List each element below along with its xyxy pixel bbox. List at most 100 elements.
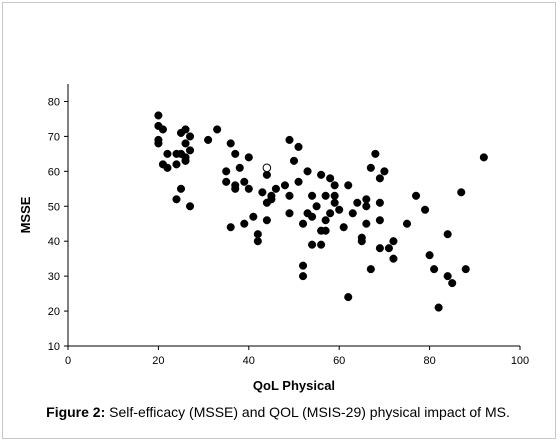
data-point [235,163,244,172]
x-tick-label: 40 [243,355,255,367]
y-axis: 10 20 30 40 50 60 70 80 MSSE [18,84,69,353]
figure-caption: Figure 2: Self-efficacy (MSSE) and QOL (… [0,404,556,420]
data-point [366,163,375,172]
data-point [249,212,258,221]
data-point-open [262,163,272,173]
data-point [244,153,253,162]
data-point [375,198,384,207]
data-point [204,135,213,144]
caption-label: Figure 2: [46,404,106,420]
y-tick-label: 30 [48,271,60,283]
data-point [294,142,303,151]
data-point [389,254,398,263]
data-point [384,244,393,253]
x-tick-label: 0 [65,355,71,367]
caption-text: Self-efficacy (MSSE) and QOL (MSIS-29) p… [105,404,510,420]
data-point [371,149,380,158]
data-point [339,223,348,232]
data-point [344,181,353,190]
data-point [163,163,172,172]
data-point [253,230,262,239]
y-ticks: 10 20 30 40 50 60 70 80 [48,96,68,353]
data-point [479,153,488,162]
data-point [375,216,384,225]
data-point [357,237,366,246]
data-point [185,132,195,141]
data-point [154,111,163,120]
data-point [231,149,240,158]
data-point [330,198,339,207]
data-point [294,177,303,186]
data-point [172,160,181,169]
data-point [226,223,235,232]
y-axis-title: MSSE [18,196,33,233]
x-tick-label: 60 [333,355,345,367]
data-point [240,177,249,186]
data-point [330,181,339,190]
data-point [430,265,439,274]
data-point [348,209,357,218]
data-point [244,184,253,193]
data-point [425,251,434,260]
data-point [231,184,240,193]
y-tick-label: 80 [48,96,60,108]
data-point [366,265,375,274]
data-point [185,146,195,155]
y-tick-label: 60 [48,166,60,178]
data-point [375,174,384,183]
data-point [362,202,371,211]
x-axis: 0 20 40 60 80 100 QoL Physical [65,345,529,393]
data-point [308,240,317,249]
data-point [258,188,267,197]
data-point [344,293,353,302]
data-point [321,216,330,225]
data-point [298,261,308,270]
data-point [181,139,190,148]
data-point [308,212,317,221]
data-point [240,219,249,228]
data-point [461,265,470,274]
data-point [253,237,262,246]
data-point [421,205,430,214]
data-point [402,219,412,228]
data-point [154,139,163,148]
data-point [163,149,172,158]
data-point [457,188,466,197]
data-point [267,195,276,204]
data-point [308,191,317,200]
data-point [312,202,321,211]
y-tick-label: 70 [48,131,60,143]
data-point [262,170,271,179]
y-tick-label: 20 [48,306,60,318]
data-point [222,177,231,186]
data-point [285,191,294,200]
data-point [434,303,443,312]
data-point [335,205,344,214]
data-point [317,240,326,249]
data-point [353,198,362,207]
data-point [158,125,167,134]
data-point [280,181,290,190]
data-point [226,139,235,148]
data-points [154,111,488,312]
x-ticks: 0 20 40 60 80 100 [65,346,529,367]
data-point [389,237,398,246]
data-point [321,191,330,200]
data-point [375,244,384,253]
figure-frame [2,2,556,439]
data-point [443,272,452,281]
data-point [303,167,312,176]
y-tick-label: 10 [48,341,60,353]
x-tick-label: 80 [423,355,435,367]
data-point [222,167,231,176]
x-tick-label: 100 [511,355,529,367]
data-point [321,226,330,235]
data-point [181,125,190,134]
data-point [285,135,294,144]
data-point [326,174,335,183]
data-point [289,156,299,165]
data-point [271,184,280,193]
y-tick-label: 40 [48,236,60,248]
data-point [326,209,335,218]
data-point [176,184,186,193]
